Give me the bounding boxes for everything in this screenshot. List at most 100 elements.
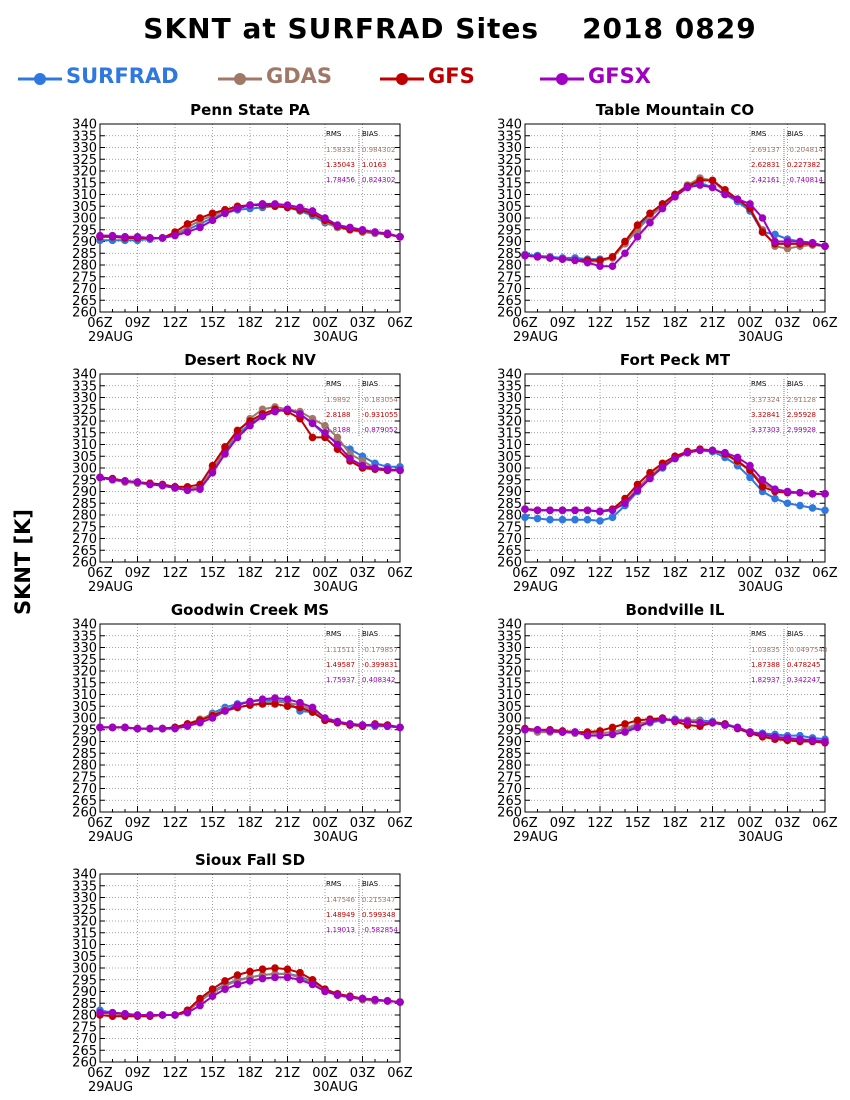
- data-point-gfsx: [596, 731, 604, 740]
- data-point-gfsx: [521, 251, 529, 260]
- data-point-gfsx: [708, 718, 717, 727]
- stats-rms-value: 1.8188: [326, 426, 351, 434]
- data-point-gfsx: [783, 237, 792, 246]
- data-point-gfsx: [733, 723, 742, 732]
- stats-bias-value: -0.0497548: [787, 646, 827, 654]
- data-point-gfsx: [271, 200, 279, 208]
- y-tick-label: 290: [72, 485, 97, 500]
- panel-0: Penn State PA 260265270275280285290295300…: [72, 101, 413, 345]
- data-point-surfrad: [771, 494, 779, 503]
- y-tick-label: 260: [72, 556, 97, 571]
- y-tick-label: 285: [72, 497, 97, 512]
- data-point-gfsx: [396, 723, 404, 732]
- data-point-gfsx: [283, 201, 292, 209]
- data-point-gfsx: [333, 221, 342, 229]
- data-point-surfrad: [608, 513, 617, 522]
- y-tick-label: 325: [497, 403, 522, 418]
- data-point-gfsx: [783, 734, 792, 742]
- data-point-gfsx: [671, 716, 679, 725]
- y-tick-label: 340: [72, 368, 97, 383]
- x-date-label: 29AUG: [88, 830, 133, 845]
- y-tick-label: 310: [72, 188, 97, 203]
- x-tick-label: 00Z: [312, 1066, 338, 1081]
- data-point-gfs: [758, 483, 767, 491]
- x-tick-label: 00Z: [312, 566, 338, 581]
- data-point-gfs: [646, 209, 654, 218]
- stats-header-bias: BIAS: [362, 130, 379, 138]
- stats-rms-value: 1.9892: [326, 396, 351, 404]
- y-tick-label: 315: [72, 426, 97, 441]
- x-tick-label: 18Z: [237, 566, 263, 581]
- stats-rms-value: 1.03835: [751, 646, 780, 654]
- stats-bias-value: -0.740814: [787, 176, 823, 184]
- y-tick-label: 270: [72, 532, 97, 547]
- y-tick-label: 265: [497, 294, 522, 309]
- stats-rms-value: 3.37324: [751, 396, 780, 404]
- data-point-gfsx: [633, 723, 642, 732]
- panel-5: Bondville IL2602652702752802852902953003…: [497, 601, 838, 845]
- data-point-gfs: [646, 468, 654, 477]
- data-point-gfsx: [796, 488, 804, 497]
- y-tick-label: 300: [72, 712, 97, 727]
- x-tick-label: 21Z: [700, 816, 726, 831]
- stats-rms-value: 2.8188: [326, 411, 351, 419]
- data-point-surfrad: [533, 514, 542, 523]
- y-tick-label: 275: [497, 520, 522, 535]
- stats-bias-value: 0.478245: [787, 661, 820, 669]
- data-point-gfsx: [308, 980, 317, 989]
- data-point-gfsx: [158, 234, 167, 242]
- data-point-gfsx: [621, 249, 629, 258]
- data-point-gfsx: [296, 698, 304, 707]
- data-point-gfsx: [346, 720, 354, 728]
- data-point-gfsx: [746, 461, 754, 470]
- data-point-gfsx: [671, 193, 679, 201]
- data-point-gfsx: [258, 974, 267, 983]
- data-point-gfsx: [683, 448, 692, 457]
- x-tick-label: 00Z: [312, 316, 338, 331]
- data-point-gfsx: [246, 697, 254, 706]
- y-tick-label: 305: [72, 450, 97, 465]
- panel-title: Goodwin Creek MS: [171, 601, 329, 619]
- x-tick-label: 21Z: [275, 1066, 301, 1081]
- x-tick-label: 09Z: [125, 816, 151, 831]
- y-tick-label: 330: [72, 891, 97, 906]
- data-point-gfsx: [608, 262, 617, 270]
- y-tick-label: 305: [72, 700, 97, 715]
- data-point-gfsx: [221, 707, 229, 715]
- data-point-gfsx: [158, 481, 167, 490]
- x-tick-label: 06Z: [87, 1066, 113, 1081]
- data-point-gfsx: [583, 258, 592, 267]
- data-point-gfsx: [758, 730, 767, 739]
- y-tick-label: 285: [72, 747, 97, 762]
- y-tick-label: 305: [497, 450, 522, 465]
- y-tick-label: 330: [72, 141, 97, 156]
- data-point-gfsx: [333, 991, 342, 999]
- data-point-gfsx: [258, 695, 267, 703]
- stats-bias-value: -0.879052: [362, 426, 398, 434]
- stats-bias-value: 1.0163: [362, 161, 387, 169]
- data-point-gfsx: [821, 737, 829, 746]
- data-point-gfs: [271, 700, 279, 708]
- x-tick-label: 09Z: [125, 316, 151, 331]
- data-point-gfsx: [183, 1008, 192, 1017]
- stats-header-bias: BIAS: [787, 130, 804, 138]
- data-point-surfrad: [546, 515, 554, 524]
- data-point-gfsx: [583, 731, 592, 740]
- data-point-gfsx: [196, 718, 204, 727]
- data-point-gfsx: [146, 1011, 154, 1019]
- data-point-gfsx: [233, 980, 242, 989]
- stats-bias-value: -0.931055: [362, 411, 398, 419]
- stats-bias-value: -0.179857: [362, 646, 398, 654]
- data-point-gfsx: [308, 207, 317, 215]
- data-point-gfsx: [646, 218, 654, 227]
- data-point-gfsx: [383, 229, 392, 238]
- y-tick-label: 300: [72, 462, 97, 477]
- data-point-gfsx: [358, 994, 367, 1003]
- x-tick-label: 18Z: [662, 566, 688, 581]
- y-tick-label: 340: [72, 118, 97, 133]
- x-tick-label: 06Z: [87, 566, 113, 581]
- data-point-gfsx: [196, 485, 204, 493]
- stats-bias-value: -0.204814: [787, 146, 823, 154]
- data-point-gfsx: [683, 183, 692, 192]
